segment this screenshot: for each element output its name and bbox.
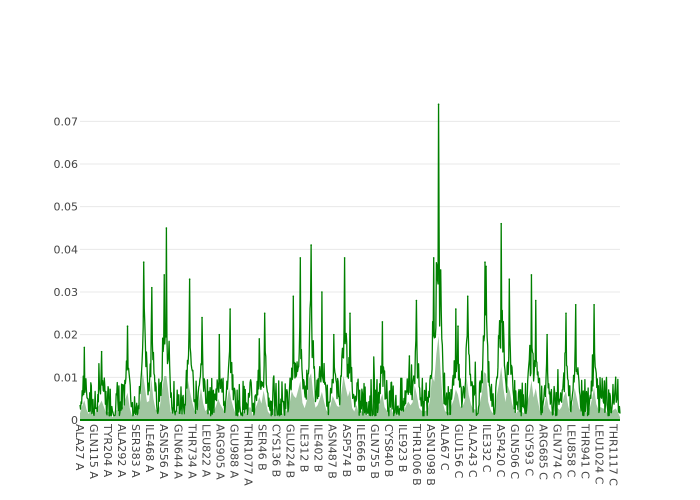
- peak-point: [485, 265, 487, 268]
- x-tick-label: SER46 B: [256, 424, 269, 471]
- x-tick-label: ILE468 A: [143, 424, 156, 473]
- peak-point: [530, 274, 533, 276]
- x-tick-label: GLU224 B: [284, 424, 297, 478]
- x-tick-label: ASP420 C: [494, 424, 507, 478]
- peak-point: [614, 376, 617, 379]
- x-tick-label: GLU988 A: [227, 424, 240, 479]
- y-tick-label: 0.03: [54, 286, 79, 299]
- x-tick-label: ILE666 B: [354, 424, 367, 472]
- peak-point: [408, 355, 411, 357]
- peak-point: [188, 278, 191, 281]
- series-layer: [79, 103, 621, 421]
- peak-point: [258, 338, 261, 340]
- x-tick-label: GLY593 C: [522, 424, 535, 476]
- x-tick-label: ARG685 C: [536, 424, 549, 480]
- peak-point: [165, 227, 168, 229]
- x-tick-label: GLN755 B: [368, 424, 381, 479]
- x-tick-label: ALA243 C: [466, 424, 479, 478]
- peak-point: [593, 304, 595, 306]
- y-axis: 0 0.01 0.02 0.03 0.04 0.05 0.06 0.07: [54, 115, 79, 427]
- x-tick-label: ILE923 B: [396, 424, 409, 472]
- peak-point: [142, 261, 145, 263]
- x-tick-label: THR1077 A: [241, 423, 254, 486]
- x-tick-label: ASN1098 B: [424, 424, 437, 486]
- peak-point: [263, 312, 266, 315]
- peak-point: [574, 304, 577, 306]
- peak-point: [229, 308, 231, 310]
- peak-point: [500, 222, 503, 225]
- x-tick-label: ILE402 B: [312, 424, 325, 472]
- peak-point: [292, 295, 295, 298]
- x-tick-label: GLN115 A: [87, 424, 100, 479]
- peak-point: [455, 308, 457, 310]
- peak-point: [83, 346, 86, 349]
- x-tick-label: LEU1024 C: [592, 424, 605, 485]
- peak-point: [218, 333, 221, 336]
- peak-point: [546, 333, 548, 336]
- x-tick-label: LEU858 C: [564, 424, 577, 478]
- x-tick-label: GLN774 C: [550, 424, 563, 479]
- x-tick-label: GLU156 C: [452, 424, 465, 479]
- x-tick-label: THR1117 C: [607, 423, 620, 486]
- peak-point: [126, 325, 129, 327]
- peak-point: [457, 325, 459, 327]
- x-tick-label: THR941 C: [578, 423, 591, 479]
- x-tick-label: ASP574 B: [340, 424, 353, 477]
- x-tick-label: ASN556 A: [157, 424, 170, 479]
- x-tick-label: TYR204 A: [101, 423, 114, 478]
- y-tick-label: 0.04: [54, 243, 79, 256]
- x-tick-label: ARG905 A: [213, 424, 226, 480]
- peak-point: [415, 299, 418, 302]
- peak-point: [534, 299, 537, 302]
- x-tick-label: THR1006 B: [410, 423, 423, 486]
- x-tick-label: CYS840 B: [382, 424, 395, 477]
- y-tick-label: 0.06: [54, 158, 79, 171]
- x-tick-label: SER383 A: [129, 424, 142, 478]
- x-tick-label: LEU822 A: [199, 424, 212, 478]
- peak-point: [299, 257, 302, 259]
- series-area-fill: [80, 335, 620, 420]
- y-tick-label: 0.02: [54, 329, 79, 342]
- peak-point: [484, 261, 486, 263]
- peak-point: [508, 278, 511, 281]
- peak-point: [432, 257, 435, 259]
- x-tick-label: CYS136 B: [270, 424, 283, 477]
- peak-point: [349, 312, 351, 315]
- peak-point: [310, 244, 312, 246]
- peak-point: [100, 350, 103, 353]
- x-tick-label: ALA27 A: [73, 424, 86, 471]
- x-tick-label: GLN644 A: [171, 424, 184, 479]
- x-tick-label: THR734 A: [185, 423, 198, 479]
- peak-point: [333, 333, 335, 336]
- y-tick-label: 0: [71, 414, 78, 427]
- y-tick-label: 0.01: [54, 371, 79, 384]
- peak-point: [565, 312, 567, 315]
- x-tick-label: ALA292 A: [115, 424, 128, 478]
- peak-point: [437, 103, 440, 106]
- peak-point: [381, 321, 384, 323]
- peak-point: [466, 295, 469, 298]
- peak-point: [343, 257, 346, 259]
- x-tick-label: ILE332 C: [480, 424, 493, 473]
- y-tick-label: 0.07: [54, 115, 79, 128]
- x-tick-label: ILE312 B: [298, 424, 311, 472]
- peak-point: [151, 286, 153, 289]
- peak-point: [201, 316, 203, 319]
- y-tick-label: 0.05: [54, 201, 79, 214]
- peak-point: [163, 274, 166, 276]
- x-tick-label: ALA67 C: [438, 424, 451, 471]
- x-tick-label: ASN487 B: [326, 424, 339, 479]
- peak-point: [321, 291, 323, 293]
- x-tick-label: GLN506 C: [508, 424, 521, 479]
